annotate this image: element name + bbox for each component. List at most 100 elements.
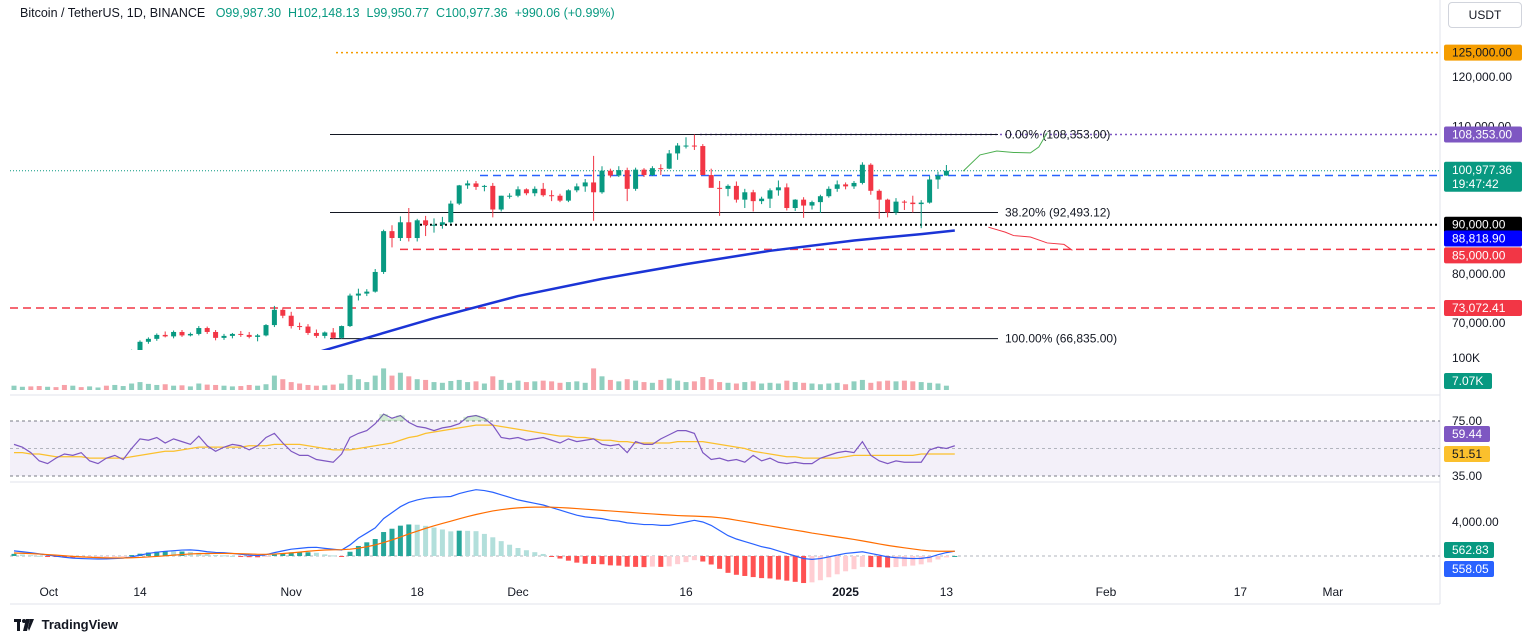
macd-histogram-bar (431, 527, 437, 556)
volume-current-label: 7.07K (1452, 374, 1483, 388)
macd-histogram-bar (397, 525, 403, 556)
signal-value-tag (1444, 561, 1494, 577)
candle (162, 334, 168, 337)
volume-bar (868, 382, 874, 390)
macd-histogram-bar (271, 554, 277, 556)
current-price-tag (1444, 161, 1522, 192)
rsi-overbought-fill (396, 415, 405, 421)
volume-bar (305, 384, 311, 390)
volume-bar (473, 381, 479, 390)
volume-bar (565, 382, 571, 390)
volume-bar (103, 385, 109, 390)
candle (154, 334, 160, 339)
macd-histogram-bar (45, 556, 51, 557)
candle (607, 170, 613, 176)
price-level-tag-0 (1444, 44, 1522, 61)
volume-bar (330, 384, 336, 390)
macd-histogram-bar (305, 552, 311, 556)
candle (498, 195, 504, 210)
price-level-tag-5 (1444, 247, 1522, 264)
candle (540, 188, 546, 196)
candle (532, 188, 538, 194)
macd-histogram-bar (658, 556, 664, 567)
volume-bar (750, 381, 756, 390)
volume-bar (557, 382, 563, 390)
macd-histogram-bar (834, 556, 840, 575)
macd-histogram-bar (733, 556, 739, 575)
volume-bar (507, 382, 513, 390)
rsi-ma-line (14, 424, 955, 459)
volume-bar (364, 382, 370, 390)
time-axis: Oct 14 Nov 18 Dec 16 2025 13 Feb 17 Mar (39, 585, 1343, 599)
candle (246, 334, 252, 337)
macd-histogram-bar (935, 556, 941, 560)
candle (717, 187, 723, 189)
macd-histogram-bar (196, 552, 202, 556)
macd-histogram-bar (624, 556, 630, 567)
macd-histogram-bar (809, 556, 815, 583)
volume-bar (708, 379, 714, 390)
candle (54, 360, 59, 362)
macd-histogram-bar (330, 555, 336, 557)
candle (834, 184, 840, 189)
candle (691, 145, 697, 147)
candle (263, 325, 269, 336)
volume-bar (95, 387, 101, 390)
price-tick-label: 70,000.00 (1452, 316, 1506, 330)
candle (809, 202, 815, 206)
candle (347, 295, 353, 327)
macd-histogram-bar (456, 530, 462, 556)
volume-bar (893, 381, 899, 390)
volume-bar (423, 379, 429, 390)
macd-histogram-bar (742, 556, 748, 576)
currency-button[interactable]: USDT (1448, 2, 1522, 28)
candle (523, 189, 529, 194)
candle (901, 201, 907, 203)
candle (784, 187, 790, 209)
candle (229, 333, 235, 336)
macd-histogram-bar (280, 553, 286, 556)
macd-histogram-bar (532, 552, 538, 556)
candle (624, 170, 630, 189)
volume-bar (448, 381, 454, 390)
candle (935, 175, 941, 180)
macd-histogram-bar (910, 556, 916, 566)
macd-histogram-bar (641, 556, 647, 568)
candle (893, 201, 899, 213)
candle (280, 309, 286, 316)
volume-bar (431, 382, 437, 390)
macd-histogram-bar (465, 530, 471, 556)
candle (70, 362, 75, 365)
volume-bar (297, 383, 303, 390)
macd-axis-label: 4,000.00 (1452, 515, 1499, 529)
macd-histogram-bar (633, 556, 639, 567)
macd-histogram-bar (406, 524, 412, 556)
macd-histogram-bar (372, 539, 378, 556)
macd-histogram-bar (238, 556, 244, 557)
rsi-axis-label: 75.00 (1452, 414, 1482, 428)
macd-histogram-bar (767, 556, 773, 579)
volume-bar (238, 386, 244, 390)
rsi-pane: 75.00 35.00 59.44 51.51 (10, 413, 1490, 483)
volume-bar (36, 386, 42, 390)
volume-bar (490, 376, 496, 390)
volume-bar (633, 380, 639, 390)
signal-value-label: 558.05 (1452, 562, 1489, 576)
volume-bar (389, 375, 395, 390)
macd-histogram-bar (918, 556, 924, 565)
candle (381, 231, 387, 272)
rsi-overbought-fill (379, 414, 388, 421)
volume-bar (817, 384, 823, 390)
volume-bar (322, 385, 328, 390)
volume-bar (70, 385, 76, 390)
macd-histogram-bar (364, 542, 370, 556)
volume-bar (19, 386, 25, 390)
rsi-overbought-fill (463, 416, 472, 421)
volume-bar (154, 384, 160, 390)
volume-bar (381, 368, 387, 390)
volume-bar (213, 384, 219, 390)
macd-histogram-bar (792, 556, 798, 582)
candle (96, 358, 101, 361)
volume-bar (767, 382, 773, 390)
